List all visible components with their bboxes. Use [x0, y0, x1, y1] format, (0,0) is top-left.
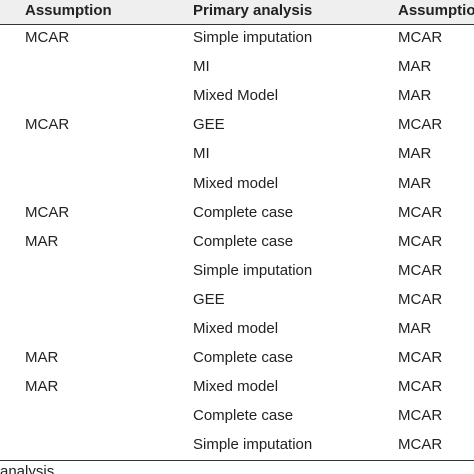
header-background [0, 0, 474, 24]
table-cell: MCAR [398, 261, 443, 279]
header-cell: Assumptio [398, 2, 474, 19]
table-cell: Complete case [193, 203, 294, 221]
table-cell: MAR [398, 174, 432, 192]
table-cell: MCAR [25, 29, 70, 46]
table-cell: MAR [398, 58, 432, 76]
table-cell: Simple imputation [193, 436, 313, 454]
table-cell: MCAR [398, 407, 443, 425]
table-cell: MAR [398, 87, 432, 105]
table-cell: MAR [398, 145, 432, 163]
table-cell: MI [193, 145, 210, 163]
table-cell: Mixed model [193, 174, 279, 192]
table-cell: MCAR [398, 29, 443, 46]
table-cell: MAR [25, 232, 59, 250]
table-cell: Complete case [193, 349, 294, 367]
header-rule [0, 24, 474, 25]
footnote: analysis [0, 463, 55, 474]
table-cell: MCAR [398, 232, 443, 250]
table-cell: Mixed model [193, 378, 279, 396]
header-cell: Assumption [25, 2, 112, 19]
table-cell: Simple imputation [193, 29, 313, 46]
table-cell: MI [193, 58, 210, 76]
table-cell: GEE [193, 290, 225, 308]
table-cell: Simple imputation [193, 261, 313, 279]
table-cell: Mixed model [193, 320, 279, 337]
table-cell: MCAR [25, 116, 70, 134]
table-cell: MCAR [398, 290, 443, 308]
table-cell: MAR [398, 320, 432, 337]
bottom-rule [0, 460, 474, 461]
table-cell: MCAR [398, 349, 443, 367]
table-cell: MAR [25, 349, 59, 367]
table-cell: GEE [193, 116, 225, 134]
table-cell: MCAR [398, 203, 443, 221]
table-cell: MCAR [25, 203, 70, 221]
table-cell: MCAR [398, 436, 443, 454]
table-cell: Complete case [193, 407, 294, 425]
table-cell: MCAR [398, 116, 443, 134]
table-cell: MCAR [398, 378, 443, 396]
header-cell: Primary analysis [193, 2, 313, 19]
table-cell: Mixed Model [193, 87, 279, 105]
table-cell: MAR [25, 378, 59, 396]
table-cell: Complete case [193, 232, 294, 250]
